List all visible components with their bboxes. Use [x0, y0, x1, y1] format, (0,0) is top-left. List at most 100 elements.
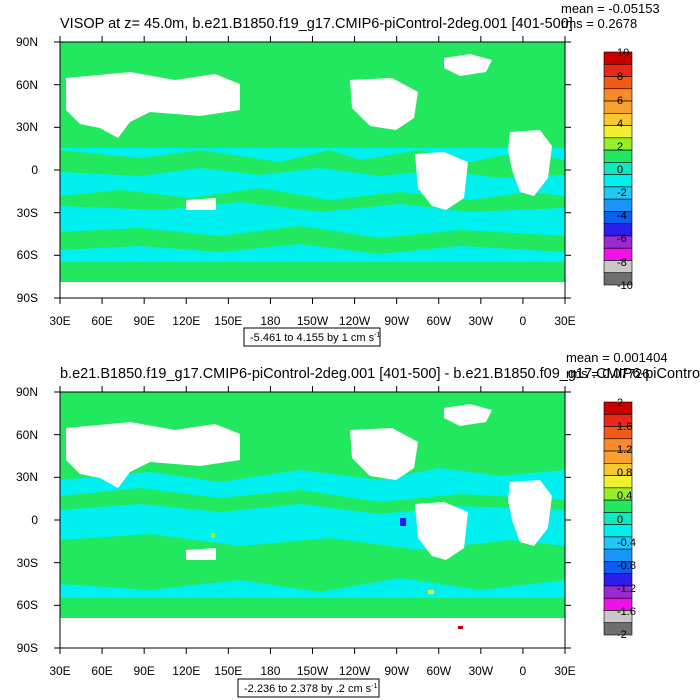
y-axis: 90N 60N 30N 0 30S 60S 90S: [16, 35, 38, 305]
colorbar-labels: 2 1.6 1.2 0.8 0.4 0 -0.4 -0.8 -1.2 -1.6 …: [617, 397, 636, 641]
map-panel-top: VISOP at z= 45.0m, b.e21.B1850.f19_g17.C…: [16, 1, 660, 347]
axis-ticks: [54, 386, 571, 654]
colorbar-label: 0.4: [617, 490, 632, 502]
x-tick-label: 0: [520, 664, 527, 678]
y-tick-label: 60S: [17, 598, 38, 612]
colorbar-label: -4: [617, 210, 627, 222]
x-tick-label: 60W: [426, 664, 451, 678]
panel-title: VISOP at z= 45.0m, b.e21.B1850.f19_g17.C…: [60, 16, 573, 32]
y-tick-label: 30S: [17, 556, 38, 570]
colorbar-swatch: [603, 524, 633, 538]
y-tick-label: 90N: [16, 385, 38, 399]
x-tick-label: 150W: [297, 664, 329, 678]
colorbar-label: 1.2: [617, 444, 632, 456]
colorbar-label: 0: [617, 164, 623, 176]
range-label: -5.461 to 4.155 by 1 cm s: [250, 332, 375, 344]
colorbar-swatch: [603, 622, 633, 636]
range-box-frame: [237, 678, 380, 698]
x-tick-label: 60E: [91, 314, 112, 328]
y-tick-label: 60S: [17, 248, 38, 262]
rms-label: rms = 0.2678: [561, 16, 637, 31]
colorbar-label: 6: [617, 95, 623, 107]
x-tick-label: 120E: [172, 664, 200, 678]
x-tick-label: 30W: [468, 314, 493, 328]
field-band-0-to-2: [60, 42, 565, 282]
colorbar-label: 8: [617, 71, 623, 83]
colorbar-label: -10: [617, 280, 633, 292]
x-tick-label: 120E: [172, 314, 200, 328]
colorbar-label: 2: [617, 141, 623, 153]
x-tick-label: 180: [260, 314, 280, 328]
colorbar: [603, 401, 633, 636]
map-panel-bottom: b.e21.B1850.f19_g17.CMIP6-piControl-2deg…: [16, 350, 700, 698]
x-tick-label: 90W: [384, 314, 409, 328]
range-box-frame: [243, 327, 381, 347]
x-tick-label: 60E: [91, 664, 112, 678]
colorbar-swatch: [603, 272, 633, 286]
colorbar-label: 10: [617, 47, 629, 59]
map-field: [60, 392, 565, 648]
colorbar-label: 1.6: [617, 421, 632, 433]
x-tick-label: 60W: [426, 314, 451, 328]
x-tick-label: 30W: [468, 664, 493, 678]
y-tick-label: 90S: [17, 641, 38, 655]
mean-label: mean = -0.05153: [561, 1, 660, 16]
x-axis: 30E 60E 90E 120E 150E 180 150W 120W 90W …: [49, 664, 575, 678]
colorbar-label: -1.6: [617, 606, 636, 618]
range-superscript: -1: [371, 683, 377, 690]
panel-title: b.e21.B1850.f19_g17.CMIP6-piControl-2deg…: [60, 366, 700, 382]
y-tick-label: 0: [31, 513, 38, 527]
x-tick-label: 30E: [49, 314, 70, 328]
colorbar-label: 4: [617, 118, 623, 130]
axis-ticks: [54, 36, 571, 304]
y-tick-label: 90S: [17, 291, 38, 305]
colorbar-label: 0.8: [617, 467, 632, 479]
colorbar-label: -0.8: [617, 560, 636, 572]
y-tick-label: 90N: [16, 35, 38, 49]
x-tick-label: 90E: [134, 314, 155, 328]
x-tick-label: 30E: [554, 314, 575, 328]
x-tick-label: 30E: [554, 664, 575, 678]
colorbar: [603, 51, 633, 286]
x-tick-label: 120W: [339, 314, 371, 328]
colorbar-label: -6: [617, 233, 627, 245]
x-axis: 30E 60E 90E 120E 150E 180 150W 120W 90W …: [49, 314, 575, 328]
range-box: -5.461 to 4.155 by 1 cm s-1: [243, 327, 381, 347]
x-tick-label: 150E: [214, 314, 242, 328]
y-axis: 90N 60N 30N 0 30S 60S 90S: [16, 385, 38, 655]
map-field: [60, 42, 565, 298]
x-tick-label: 30E: [49, 664, 70, 678]
svg-text:-5.461 to 4.155 by 1 cm s-1: -5.461 to 4.155 by 1 cm s-1: [250, 332, 380, 344]
land-mask: [60, 404, 565, 648]
land-mask: [60, 54, 565, 298]
x-tick-label: 180: [260, 664, 280, 678]
x-tick-label: 150W: [297, 314, 329, 328]
colorbar-label: -2: [617, 629, 627, 641]
colorbar-label: -1.2: [617, 583, 636, 595]
colorbar-swatch: [603, 174, 633, 188]
colorbar-label: 2: [617, 397, 623, 409]
y-tick-label: 60N: [16, 428, 38, 442]
range-superscript: -1: [374, 332, 380, 339]
x-tick-label: 90E: [134, 664, 155, 678]
colorbar-label: 0: [617, 514, 623, 526]
x-tick-label: 120W: [339, 664, 371, 678]
colorbar-label: -2: [617, 187, 627, 199]
x-tick-label: 150E: [214, 664, 242, 678]
svg-text:-2.236 to 2.378 by .2 cm s-1: -2.236 to 2.378 by .2 cm s-1: [244, 683, 378, 695]
y-tick-label: 0: [31, 163, 38, 177]
y-tick-label: 60N: [16, 78, 38, 92]
colorbar-label: -0.4: [617, 537, 636, 549]
range-label: -2.236 to 2.378 by .2 cm s: [244, 683, 372, 695]
y-tick-label: 30N: [16, 120, 38, 134]
field-outliers: [211, 518, 463, 629]
colorbar-label: -8: [617, 257, 627, 269]
y-tick-label: 30N: [16, 470, 38, 484]
range-box: -2.236 to 2.378 by .2 cm s-1: [237, 678, 380, 698]
colorbar-labels: 10 8 6 4 2 0 -2 -4 -6 -8 -10: [617, 47, 633, 292]
rms-label: rms = 0.07726: [566, 366, 649, 381]
y-tick-label: 30S: [17, 206, 38, 220]
x-tick-label: 90W: [384, 664, 409, 678]
x-tick-label: 0: [520, 314, 527, 328]
